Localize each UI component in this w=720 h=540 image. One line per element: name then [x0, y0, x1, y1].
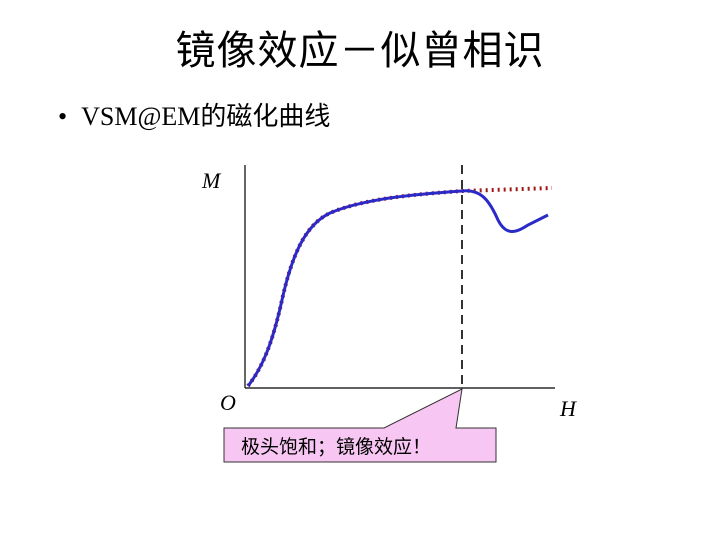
- measured-curve: [246, 189, 549, 387]
- x-axis-label: H: [559, 396, 577, 421]
- y-axis-label: M: [201, 168, 222, 193]
- callout-box: [223, 388, 497, 463]
- callout-text: 极头饱和；镜像效应！: [241, 436, 431, 458]
- bullet-item: • VSM@EM的磁化曲线: [58, 96, 330, 133]
- bullet-marker: •: [58, 102, 68, 131]
- ideal-curve: [246, 186, 553, 388]
- origin-label: O: [220, 390, 236, 415]
- bullet-text: VSM@EM的磁化曲线: [81, 102, 331, 131]
- slide-title: 镜像效应－似曾相识: [175, 28, 545, 74]
